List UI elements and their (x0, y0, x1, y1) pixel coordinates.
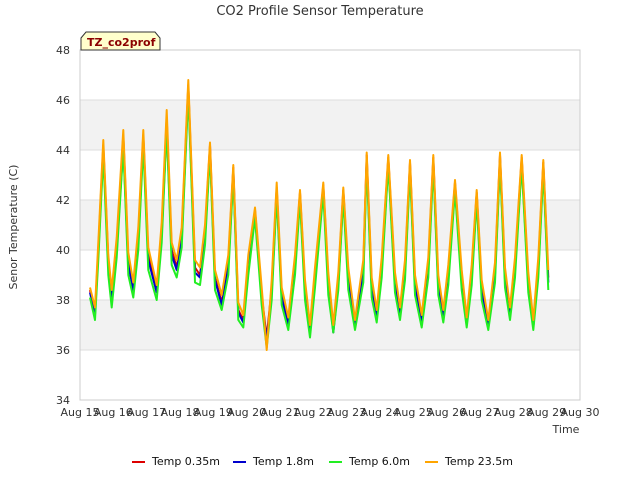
y-tick-labels: 34 36 38 40 42 44 46 48 (56, 44, 70, 407)
x-axis-title: Time (552, 423, 580, 436)
y-tick-label: 38 (56, 294, 70, 307)
legend-item: Temp 1.8m (233, 455, 314, 468)
legend-label: Temp 1.8m (252, 455, 314, 468)
legend-label: Temp 0.35m (151, 455, 220, 468)
series-line-3 (89, 91, 550, 349)
station-badge: TZ_co2prof (80, 31, 161, 51)
y-tick-label: 36 (56, 344, 70, 357)
x-tick-label: Aug 21 (261, 406, 300, 419)
legend-item: Temp 23.5m (425, 455, 513, 468)
x-tick-label: Aug 28 (494, 406, 533, 419)
grid-band (80, 100, 580, 150)
plot-frame (79, 49, 581, 401)
y-tick-label: 40 (56, 244, 70, 257)
legend-item: Temp 0.35m (132, 455, 220, 468)
x-tick-label: Aug 22 (294, 406, 333, 419)
y-tick-label: 34 (56, 394, 70, 407)
x-tick-label: Aug 20 (227, 406, 266, 419)
legend: Temp 0.35m Temp 1.8m Temp 6.0m Temp 23.5m (132, 455, 513, 468)
x-tick-label: Aug 19 (194, 406, 233, 419)
x-tick-label: Aug 15 (61, 406, 100, 419)
y-tick-label: 44 (56, 144, 70, 157)
y-tick-label: 42 (56, 194, 70, 207)
grid-band (80, 200, 580, 250)
series-lines (89, 79, 550, 351)
x-tick-label: Aug 23 (327, 406, 366, 419)
y-axis-title: Senor Temperature (C) (7, 165, 20, 290)
x-tick-label: Aug 18 (161, 406, 200, 419)
x-tick-label: Aug 24 (361, 406, 400, 419)
x-tick-label: Aug 26 (427, 406, 466, 419)
badge-box (80, 31, 161, 51)
legend-label: Temp 6.0m (348, 455, 410, 468)
x-tick-label: Aug 25 (394, 406, 433, 419)
axes (79, 49, 581, 401)
y-tick-label: 48 (56, 44, 70, 57)
x-tick-label: Aug 29 (527, 406, 566, 419)
grid-bands (80, 49, 580, 401)
legend-item: Temp 6.0m (329, 455, 410, 468)
x-tick-label: Aug 27 (461, 406, 500, 419)
x-tick-label: Aug 30 (561, 406, 600, 419)
y-tick-label: 46 (56, 94, 70, 107)
chart-title: CO2 Profile Sensor Temperature (216, 4, 423, 19)
x-tick-label: Aug 17 (127, 406, 166, 419)
badge-label: TZ_co2prof (87, 36, 156, 49)
series-line-4 (89, 79, 550, 351)
legend-label: Temp 23.5m (444, 455, 513, 468)
x-tick-label: Aug 16 (94, 406, 133, 419)
